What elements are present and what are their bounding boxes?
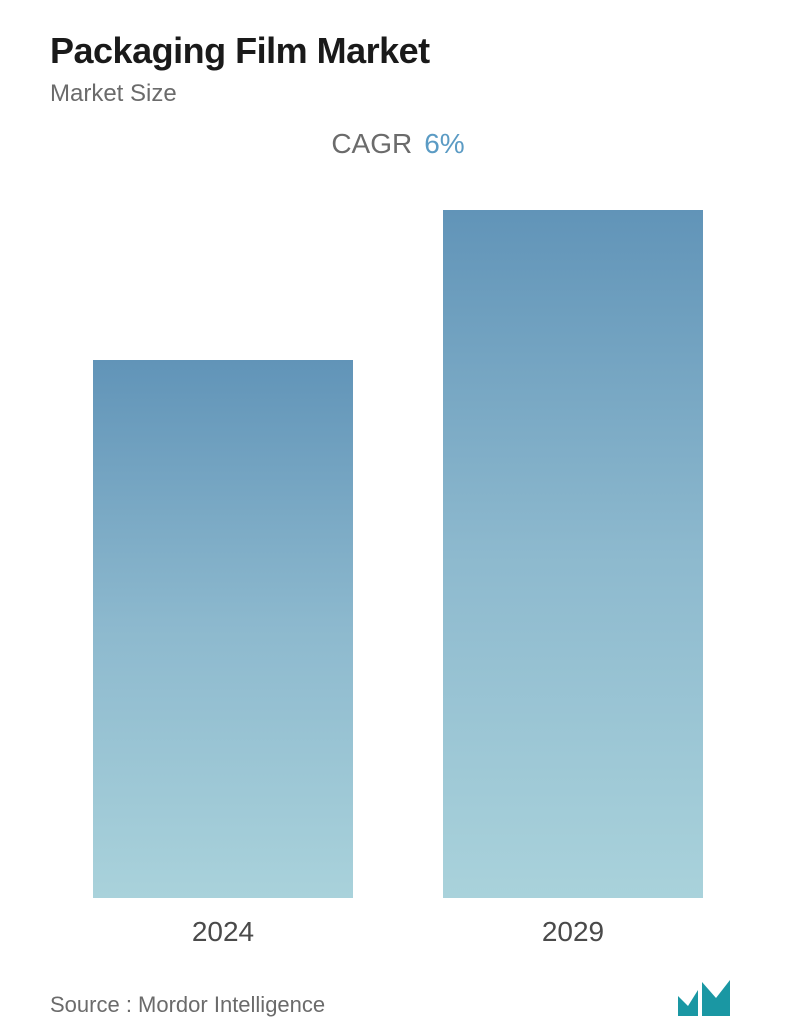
chart-subtitle: Market Size	[50, 80, 746, 108]
cagr-row: CAGR 6%	[50, 128, 746, 160]
footer: Source : Mordor Intelligence	[50, 948, 746, 1028]
chart-area: 2024 2029	[50, 160, 746, 948]
bar-group-2029: 2029	[443, 210, 703, 948]
bar-group-2024: 2024	[93, 360, 353, 948]
bar-label-2024: 2024	[192, 916, 254, 948]
logo-icon	[676, 978, 746, 1018]
chart-container: Packaging Film Market Market Size CAGR 6%…	[0, 0, 796, 1034]
cagr-label: CAGR	[331, 128, 412, 159]
header: Packaging Film Market Market Size	[50, 30, 746, 108]
bar-2029	[443, 210, 703, 898]
bar-label-2029: 2029	[542, 916, 604, 948]
bar-2024	[93, 360, 353, 898]
cagr-value: 6%	[424, 128, 464, 159]
source-text: Source : Mordor Intelligence	[50, 992, 325, 1018]
chart-title: Packaging Film Market	[50, 30, 746, 72]
